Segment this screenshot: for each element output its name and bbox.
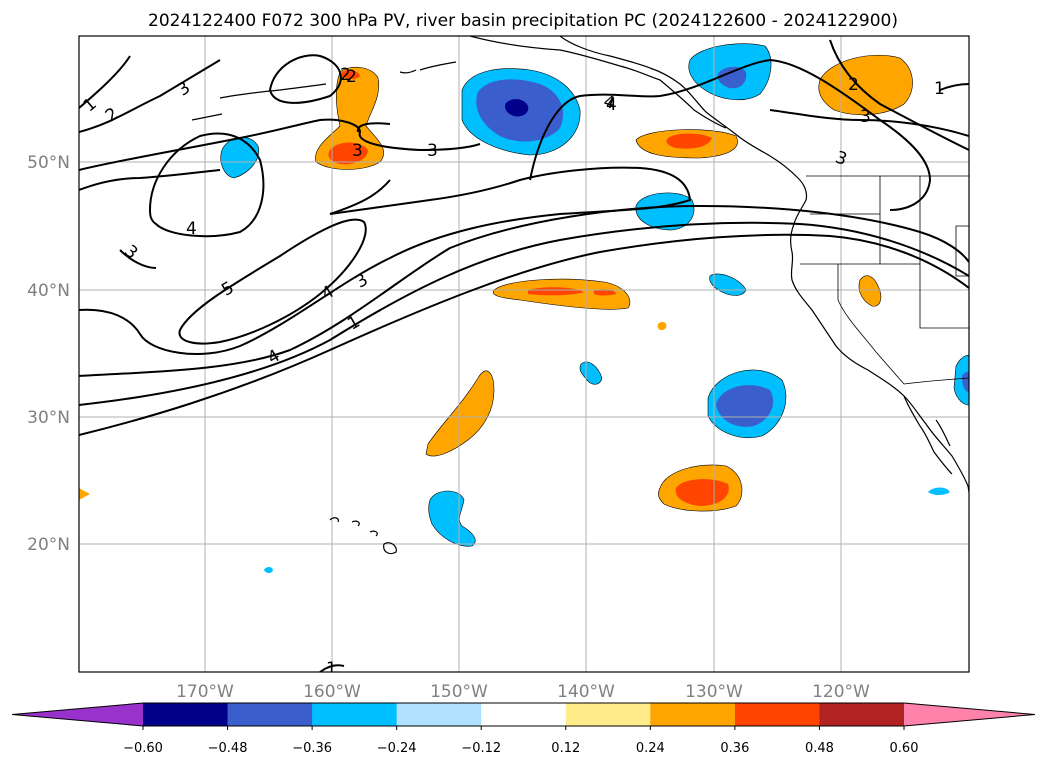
colorbar-tick-label: 0.12 <box>551 741 580 756</box>
border-state-lines <box>800 176 969 385</box>
colorbar-tick-label: 0.48 <box>805 741 834 756</box>
pv-contour-4-east <box>529 58 932 211</box>
colorbar-segment <box>650 703 736 726</box>
anomaly-positive-west-edge <box>79 488 90 500</box>
pv-contour-5 <box>178 218 367 345</box>
anomaly-negative-south-core <box>716 385 774 427</box>
colorbar-segment <box>819 703 905 726</box>
pv-contour-4-loop <box>148 132 265 238</box>
anomaly-negative-east-edge-core <box>962 371 969 393</box>
map-frame <box>78 35 970 673</box>
border-us-mexico <box>903 377 969 385</box>
lon-label-170w: 170°W <box>176 682 234 702</box>
colorbar-tick-label: 0.60 <box>890 741 919 756</box>
contour-label: 2 <box>848 75 859 95</box>
colorbar-tick-label: 0.24 <box>636 741 665 756</box>
coastline-north-america <box>559 36 969 514</box>
pv-contour-2-east <box>829 39 969 151</box>
contour-label: 4 <box>606 95 617 115</box>
lon-label-130w: 130°W <box>685 682 743 702</box>
colorbar-tick-label: −0.24 <box>377 741 417 756</box>
coastline-alaska-islands <box>191 61 457 121</box>
anomaly-positive-small-east <box>858 275 882 307</box>
pv-contour-ridge-loop <box>268 54 342 104</box>
colorbar-extend-high <box>904 703 1035 726</box>
anomaly-positive-northeast <box>818 54 913 116</box>
pv-contour-3-east <box>769 109 969 137</box>
anomaly-positive-northwest-core <box>328 142 368 165</box>
contour-label: 3 <box>427 141 438 161</box>
colorbar-segment <box>227 703 313 726</box>
anomaly-positive-south-core <box>675 479 729 506</box>
coastline-baja <box>903 395 953 475</box>
graticule <box>79 36 969 672</box>
anomaly-positive-tiny <box>657 321 667 331</box>
lat-label-50n: 50°N <box>27 153 70 173</box>
colorbar-tick-label: −0.36 <box>292 741 332 756</box>
anomaly-negative-east-edge <box>953 354 969 406</box>
anomaly-negative-northeast-core <box>717 66 747 89</box>
political-borders <box>800 175 969 385</box>
colorbar-segment <box>481 703 567 726</box>
pv-contour-1-north <box>79 55 131 109</box>
lon-tick-labels: 170°W 160°W 150°W 140°W 130°W 120°W <box>176 682 870 702</box>
colorbar-tick-label: −0.60 <box>123 741 163 756</box>
lat-label-30n: 30°N <box>27 408 70 428</box>
lon-label-150w: 150°W <box>430 682 488 702</box>
contour-label: 3 <box>352 141 363 161</box>
lon-label-140w: 140°W <box>557 682 615 702</box>
coastlines <box>191 36 969 555</box>
pv-contour-2-north <box>79 59 221 133</box>
anomaly-positive-north-central-core <box>666 133 712 149</box>
colorbar: −0.60 −0.48 −0.36 −0.24 −0.12 0.12 0.24 0.36 0.4… <box>11 702 1036 756</box>
lon-label-160w: 160°W <box>303 682 361 702</box>
anomaly-negative-tiny-b <box>928 487 950 495</box>
colorbar-segment <box>312 703 398 726</box>
contour-label: 1 <box>934 79 945 99</box>
coastline-alaska <box>469 36 727 129</box>
colorbar-segment <box>734 703 820 726</box>
contour-label: 4 <box>186 219 197 239</box>
pv-contour-3-north <box>79 118 481 171</box>
lat-label-40n: 40°N <box>27 281 70 301</box>
colorbar-segment <box>396 703 482 726</box>
anomaly-positive-northwest-top <box>342 69 360 79</box>
lat-tick-labels: 50°N 40°N 30°N 20°N <box>27 153 70 555</box>
colorbar-tick-label: −0.48 <box>208 741 248 756</box>
contour-label: 3 <box>860 107 871 127</box>
anomaly-positive-zonal-band-core-b <box>594 289 616 296</box>
pv-contour-4 <box>79 166 692 356</box>
pv-contour-2 <box>79 221 969 406</box>
pv-contour-1-east <box>939 83 969 91</box>
anomaly-positive-zonal-band-core <box>528 287 584 296</box>
contour-label: 1 <box>326 659 337 679</box>
precip-anomaly-shading <box>79 43 969 573</box>
colorbar-segment <box>565 703 651 726</box>
lat-label-20n: 20°N <box>27 535 70 555</box>
colorbar-tick-label: 0.36 <box>720 741 749 756</box>
pv-contour-1 <box>79 233 969 436</box>
colorbar-segment <box>143 703 229 726</box>
contour-label: 2 <box>340 65 351 85</box>
pv-contour-south <box>319 664 345 672</box>
colorbar-tick-label: −0.12 <box>461 741 501 756</box>
anomaly-negative-gulf-alaska-min <box>504 99 529 117</box>
lon-label-120w: 120°W <box>812 682 870 702</box>
anomaly-negative-tiny-a <box>264 567 273 573</box>
anomaly-negative-hawaii <box>428 490 476 547</box>
pv-contour-3-loop <box>79 169 391 269</box>
contour-label: 2 <box>346 67 357 87</box>
pv-contour-3 <box>79 204 969 377</box>
anomaly-negative-small-b <box>579 361 603 385</box>
anomaly-positive-diagonal <box>425 370 495 457</box>
map-panel: 1 2 3 4 5 3 4 3 4 3 4 1 2 3 3 4 2 1 2 1 … <box>79 36 969 679</box>
colorbar-extend-low <box>12 703 143 726</box>
figure-title: 2024122400 F072 300 hPa PV, river basin … <box>148 11 898 31</box>
coastline-hawaii <box>329 517 397 555</box>
pv-contours <box>79 39 969 672</box>
contour-label: 4 <box>601 92 617 114</box>
